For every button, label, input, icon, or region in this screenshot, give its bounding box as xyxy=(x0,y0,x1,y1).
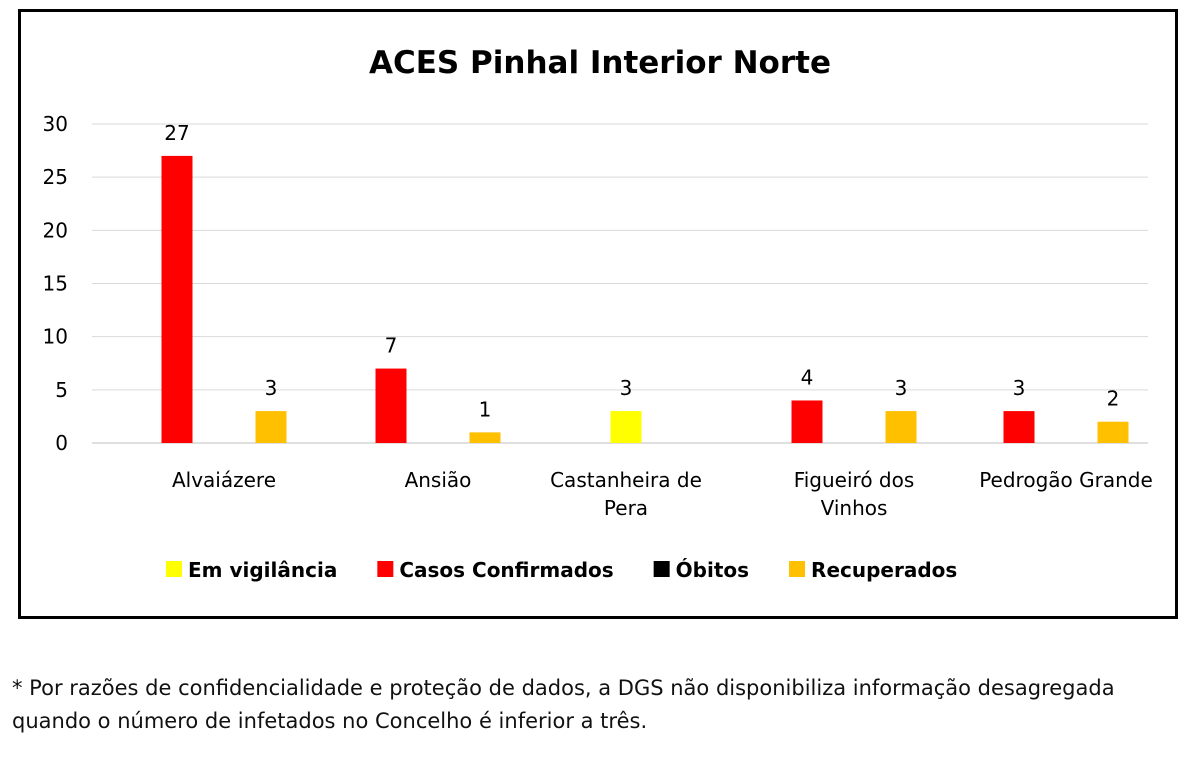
data-label: 3 xyxy=(895,376,908,400)
x-tick-label: Pedrogão Grande xyxy=(979,468,1153,492)
data-label: 3 xyxy=(265,376,278,400)
data-label: 1 xyxy=(479,397,492,421)
bar xyxy=(791,400,823,443)
x-tick-label: Ansião xyxy=(405,468,472,492)
y-tick-label: 25 xyxy=(43,165,68,189)
x-tick-label: Castanheira de xyxy=(550,468,702,492)
bar xyxy=(1097,421,1129,443)
x-tick-label: Alvaiázere xyxy=(172,468,276,492)
x-tick-label: Pera xyxy=(604,496,648,520)
legend-label: Recuperados xyxy=(811,558,957,582)
bar xyxy=(161,155,193,443)
x-tick-label: Figueiró dos xyxy=(794,468,915,492)
y-tick-label: 20 xyxy=(43,218,68,242)
bar xyxy=(375,368,407,443)
data-label: 2 xyxy=(1107,387,1120,411)
y-tick-label: 10 xyxy=(43,325,68,349)
y-tick-label: 0 xyxy=(55,431,68,455)
chart-title: ACES Pinhal Interior Norte xyxy=(369,45,831,81)
bar xyxy=(255,411,287,443)
bar xyxy=(469,432,501,443)
x-tick-label: Vinhos xyxy=(821,496,888,520)
data-label: 3 xyxy=(1013,376,1026,400)
legend-label: Casos Confirmados xyxy=(399,558,613,582)
y-tick-label: 30 xyxy=(43,112,68,136)
data-label: 4 xyxy=(801,365,814,389)
bar xyxy=(885,411,917,443)
legend-label: Óbitos xyxy=(676,558,749,582)
data-label: 3 xyxy=(620,376,633,400)
legend-swatch xyxy=(377,561,394,577)
data-label: 27 xyxy=(164,121,189,145)
legend-label: Em vigilância xyxy=(188,558,337,582)
legend-swatch xyxy=(166,561,182,577)
footnote: * Por razões de confidencialidade e prot… xyxy=(12,676,1115,733)
bar xyxy=(610,411,642,443)
bar xyxy=(1003,411,1035,443)
chart-frame xyxy=(18,9,1178,619)
y-tick-label: 15 xyxy=(43,272,68,296)
legend-swatch xyxy=(789,561,806,577)
y-tick-label: 5 xyxy=(55,378,68,402)
data-label: 7 xyxy=(385,334,398,358)
legend-swatch xyxy=(653,561,670,577)
